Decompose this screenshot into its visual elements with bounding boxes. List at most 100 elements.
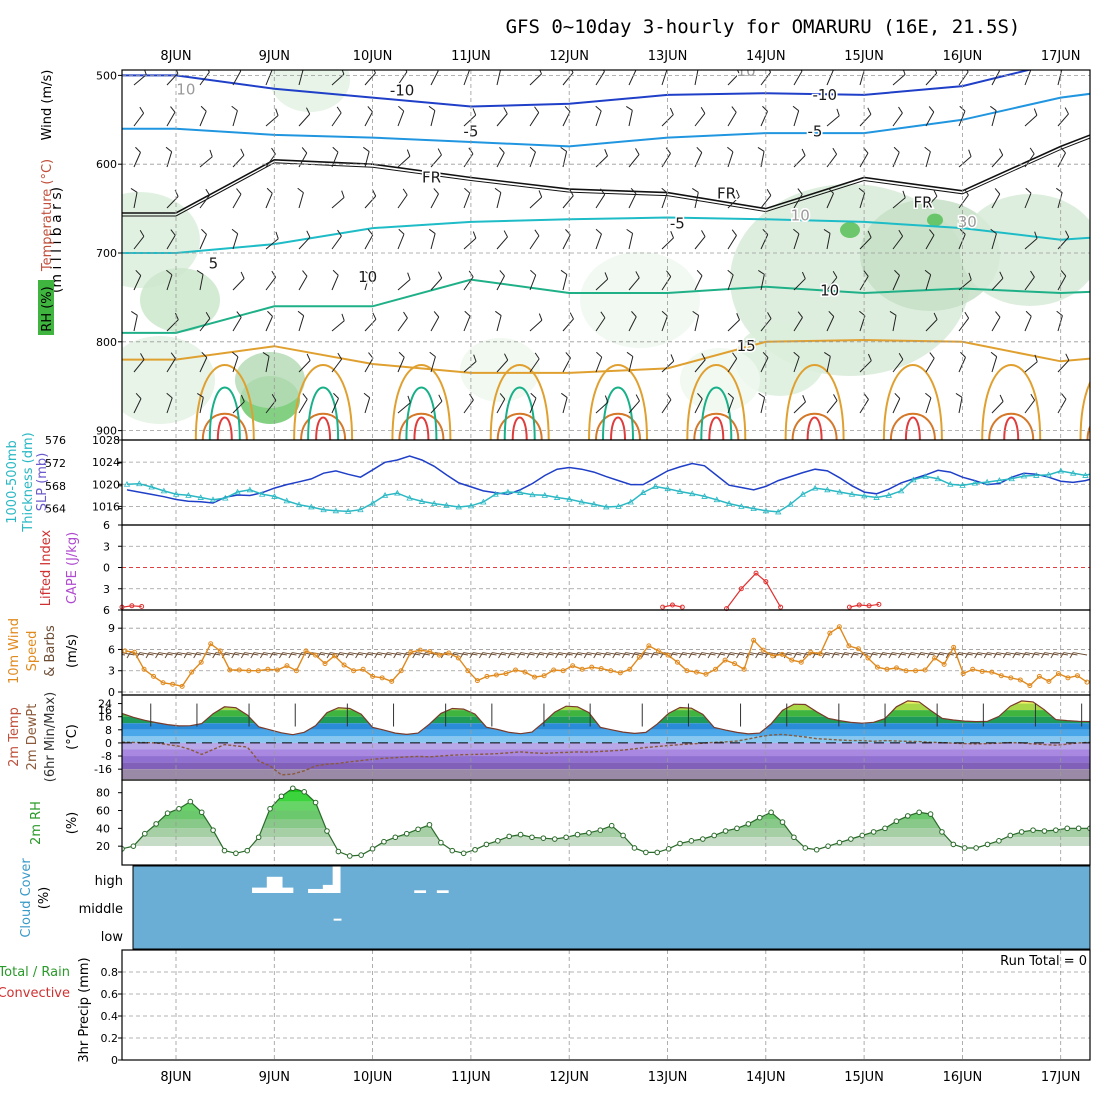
wind-barb-flag <box>438 271 443 279</box>
wind-speed-marker <box>903 668 909 674</box>
wind-barb-flag <box>1096 230 1100 236</box>
wind-speed-marker <box>817 651 823 657</box>
wind-barb <box>430 154 442 168</box>
precip-convective-label: Convective <box>0 986 70 1001</box>
wind-barb <box>1091 398 1097 413</box>
wind-barb <box>628 110 633 127</box>
surface-contour <box>413 416 430 440</box>
wind10m-vgrid <box>175 610 1062 695</box>
wind-barb <box>925 151 931 168</box>
wind-barb-flag <box>534 229 540 237</box>
wind-barb-flag <box>564 105 571 112</box>
wind-barb <box>298 315 305 332</box>
wind-barb <box>1073 652 1088 656</box>
wind-barb <box>793 278 806 291</box>
wind-barb-flag <box>139 229 145 237</box>
x-label-bottom: 15JUN <box>844 1070 884 1085</box>
wind-speed-marker <box>627 666 633 672</box>
wind-barb-flag <box>403 311 408 319</box>
surface-contour <box>300 412 347 440</box>
wind-barb <box>892 235 904 250</box>
wind-barb-flag <box>201 228 207 235</box>
wind-barb <box>628 400 640 414</box>
wind-barb <box>364 234 374 250</box>
rh-shading <box>680 348 760 412</box>
temp-tick-label: 16 <box>98 711 112 724</box>
wind-speed-marker <box>246 668 252 674</box>
wind-barb-flag <box>964 188 969 196</box>
surface-contour <box>610 416 627 440</box>
wind-barb-flag <box>517 652 522 659</box>
wind-barb-flag <box>833 394 838 401</box>
wind-barb <box>991 401 1004 414</box>
surface-contour <box>315 416 332 440</box>
wind-barb-flag <box>990 228 997 235</box>
slp-marker <box>123 480 131 487</box>
wind-speed-marker <box>227 667 233 673</box>
wind-barb-flag <box>755 652 760 659</box>
wind-barb-flag <box>612 652 617 659</box>
wind-barb-flag <box>530 392 537 399</box>
wind-barb <box>925 319 938 332</box>
x-label-top: 15JUN <box>844 49 884 64</box>
wind-barb <box>133 359 145 373</box>
wind-barb-flag <box>298 652 303 659</box>
surface-contour <box>194 364 255 440</box>
cloud-background <box>133 866 1090 949</box>
wind-barb <box>1006 652 1021 656</box>
rh-marker <box>756 814 763 821</box>
wind-barb-flag <box>692 187 699 193</box>
wind-barb <box>463 276 474 291</box>
wind-barb-flag <box>797 188 803 195</box>
wind-barb <box>364 72 376 86</box>
wind-barb <box>1091 197 1100 208</box>
wind-barb <box>166 397 173 414</box>
wind-speed-marker <box>846 643 852 649</box>
wind-speed-marker <box>312 652 318 658</box>
wind-speed-marker <box>522 669 528 675</box>
wind-barb <box>968 652 983 656</box>
wind-barb-flag <box>398 105 405 112</box>
wind-barb-flag <box>165 146 172 153</box>
wind-barb-flag <box>1061 393 1067 400</box>
wind-speed-marker <box>1046 678 1052 684</box>
rh-marker <box>141 830 148 837</box>
slp-marker <box>222 494 229 501</box>
wind-barb <box>496 398 506 414</box>
wind-barb-flag <box>762 351 769 358</box>
wind-barb <box>694 236 706 250</box>
wind10m-label-d: (m/s) <box>65 634 80 668</box>
temp-label-b: 2m DewPt <box>25 704 40 771</box>
wind-barb <box>1024 361 1038 373</box>
wind-barb <box>991 193 1001 209</box>
contour-label: FR <box>422 169 441 187</box>
wind-barb <box>628 233 634 250</box>
wind-barb-flag <box>231 105 238 112</box>
wind-barb-flag <box>692 310 699 316</box>
wind-barb-flag <box>894 392 901 399</box>
wind-barb <box>364 274 370 291</box>
wind-barb-flag <box>560 269 568 275</box>
wind-barb <box>492 652 507 656</box>
rh-marker <box>768 809 774 816</box>
wind-barb <box>265 70 273 86</box>
wind-barb <box>1024 238 1038 250</box>
thickness-label-a: 1000-500mb <box>5 440 20 524</box>
x-label-top: 16JUN <box>943 49 983 64</box>
wind-barb-flag <box>240 394 245 402</box>
wind-barb-flag <box>332 269 339 276</box>
wind-barb <box>727 235 737 250</box>
wind-barb-flag <box>571 70 574 73</box>
rh-marker <box>608 822 615 829</box>
wind-barb <box>298 192 304 209</box>
rh-marker <box>233 850 239 857</box>
wind-barb <box>892 398 901 414</box>
wind-barb-flag <box>367 229 374 236</box>
x-label-bottom: 17JUN <box>1041 1070 1081 1085</box>
slp-marker <box>172 490 180 497</box>
wind-barb-flag <box>183 652 188 659</box>
wind-speed-marker <box>360 666 366 672</box>
wind-barb-flag <box>266 187 273 194</box>
wind-barb-flag <box>821 652 826 659</box>
wind-barb <box>265 193 273 209</box>
